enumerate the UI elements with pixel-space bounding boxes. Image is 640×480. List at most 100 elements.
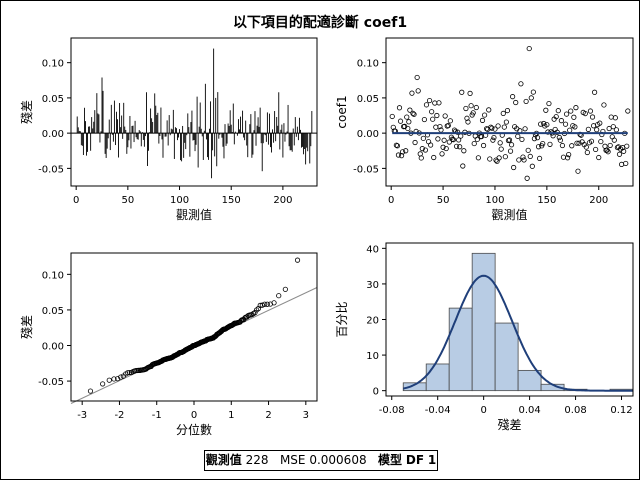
data-point [584, 149, 590, 156]
data-point [535, 144, 542, 150]
data-point [419, 146, 425, 152]
data-point [500, 110, 506, 117]
data-point [522, 126, 528, 132]
data-point [574, 140, 580, 146]
data-point [616, 151, 623, 157]
data-point [409, 90, 415, 96]
p3-x-tick-label: 2 [265, 410, 271, 421]
data-point [596, 154, 602, 161]
data-point [393, 142, 399, 148]
fit-statistics-box: 觀測值 228 MSE 0.000608 模型 DF 1 [204, 450, 438, 471]
p3-x-axis-label: 分位數 [176, 422, 212, 437]
data-point [496, 155, 502, 161]
data-point [621, 148, 627, 154]
data-point [443, 145, 449, 152]
data-point [597, 120, 603, 126]
p2-x-tick-label: 50 [437, 195, 450, 206]
p3-x-tick-label: -3 [77, 410, 87, 421]
data-point [544, 122, 550, 128]
p1-x-tick-label: 150 [222, 195, 241, 206]
data-point [491, 134, 497, 141]
data-point [488, 124, 494, 130]
data-point [624, 143, 630, 149]
data-point [397, 118, 404, 124]
data-point [520, 154, 526, 160]
data-point [439, 151, 445, 157]
data-point [563, 111, 570, 117]
stats-obs-label: 觀測值 [205, 453, 242, 467]
data-point [460, 163, 466, 169]
qq-point [294, 257, 301, 263]
data-point [415, 88, 421, 94]
qq-point [252, 310, 258, 316]
data-point [623, 160, 629, 167]
data-point [511, 164, 517, 171]
p1-y-tick-label: -0.05 [38, 164, 64, 175]
data-point [521, 157, 527, 163]
data-point [390, 124, 396, 130]
qq-point [100, 381, 106, 387]
data-point [414, 74, 420, 81]
qq-point [264, 301, 270, 307]
data-point [442, 113, 448, 119]
qq-point [276, 293, 282, 299]
data-point [456, 137, 462, 143]
p4-y-tick-label: 40 [366, 244, 379, 255]
data-point [426, 97, 433, 104]
p4-x-tick-label: 0.08 [564, 405, 586, 416]
data-point [576, 140, 582, 146]
data-point [441, 137, 447, 143]
p4-y-axis-label: 百分比 [335, 301, 349, 337]
histogram-bar [494, 322, 519, 392]
data-point [497, 140, 503, 146]
data-point [530, 89, 536, 95]
stats-mse-value: 0.000608 [309, 453, 367, 467]
data-point [487, 156, 493, 162]
data-point [559, 142, 566, 149]
data-point [510, 94, 516, 100]
p2-y-tick-label: 0.10 [357, 59, 379, 70]
data-point [612, 115, 618, 121]
p2-y-tick-label: 0.05 [357, 94, 379, 105]
data-point [407, 107, 413, 113]
p4-x-axis-label: 殘差 [497, 417, 521, 432]
histogram-bar [448, 307, 473, 392]
qq-point [111, 376, 117, 382]
data-point [428, 142, 434, 148]
data-point [568, 108, 574, 114]
data-point [422, 147, 429, 153]
data-point [513, 99, 519, 106]
data-point [572, 124, 578, 130]
data-point [508, 142, 515, 148]
data-point [524, 175, 530, 181]
data-point [607, 142, 613, 149]
data-point [400, 149, 406, 155]
data-point [594, 127, 600, 133]
stats-mse-label: MSE [279, 453, 306, 467]
qq-point [125, 370, 131, 376]
data-point [540, 141, 546, 147]
data-point [585, 126, 591, 132]
stats-df-label: DF [405, 453, 425, 467]
data-point [516, 157, 522, 163]
data-point [555, 108, 561, 114]
data-point [436, 100, 442, 106]
data-point [606, 125, 612, 132]
p3-y-tick-label: 0.10 [42, 270, 64, 281]
data-point [474, 136, 480, 142]
p3-y-tick-label: 0.05 [42, 306, 64, 317]
data-point [395, 152, 402, 158]
data-point [556, 134, 562, 141]
normal-density-curve [402, 274, 633, 392]
data-point [431, 154, 437, 161]
data-point [453, 143, 460, 149]
data-point [526, 45, 532, 52]
qq-point [127, 369, 133, 376]
data-point [613, 127, 619, 133]
data-point [421, 116, 427, 123]
qq-point [271, 300, 277, 306]
data-point [592, 89, 598, 95]
stats-obs-value: 228 [245, 453, 269, 467]
